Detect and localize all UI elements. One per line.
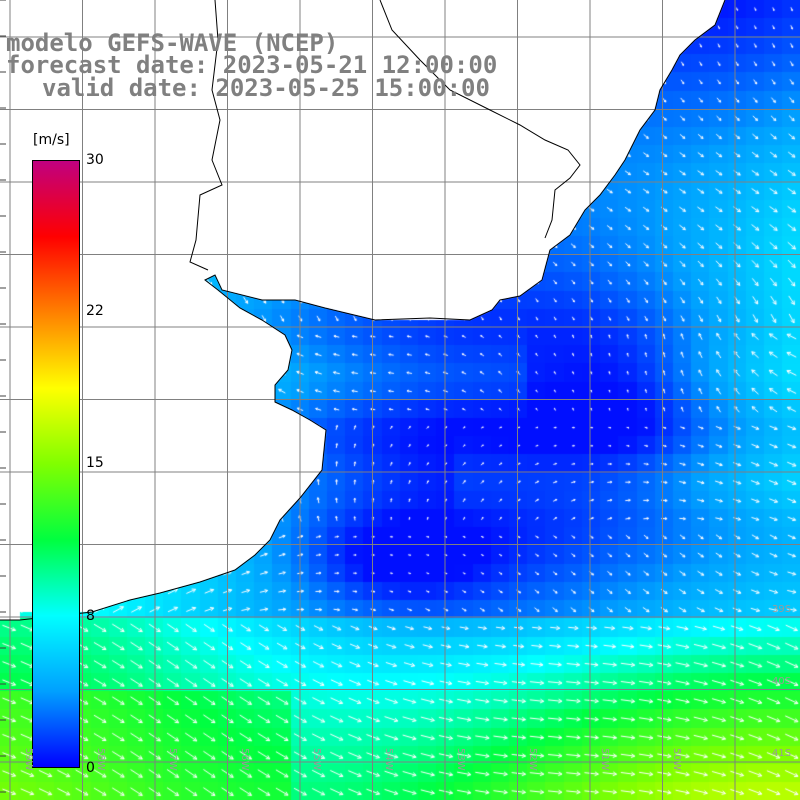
color-scale-bar bbox=[32, 160, 80, 768]
forecast-date: forecast date: 2023-05-21 12:00:00 bbox=[6, 51, 498, 79]
coastline-path bbox=[0, 0, 726, 621]
longitude-label: 50W bbox=[671, 748, 682, 771]
longitude-label: 57W bbox=[167, 748, 178, 771]
latitude-label: 39S bbox=[772, 604, 792, 615]
coastline bbox=[0, 0, 726, 621]
latitude-label: 41S bbox=[772, 748, 792, 759]
longitude-label: 55W bbox=[311, 748, 322, 771]
legend-tick-label: 15 bbox=[86, 455, 104, 471]
latitude-label: 40S bbox=[772, 676, 792, 687]
longitude-label: 53W bbox=[455, 748, 466, 771]
model-title: modelo GEFS-WAVE (NCEP) bbox=[6, 29, 339, 57]
legend-tick-label: 22 bbox=[86, 303, 104, 319]
border-line bbox=[379, 0, 581, 239]
legend-unit: [m/s] bbox=[33, 132, 70, 148]
longitude-label: 52W bbox=[527, 748, 538, 771]
legend-tick-label: 8 bbox=[86, 608, 95, 624]
legend-tick-label: 30 bbox=[86, 152, 104, 168]
valid-date: valid date: 2023-05-25 15:00:00 bbox=[42, 74, 490, 102]
border-line bbox=[189, 0, 223, 271]
longitude-label: 59W bbox=[23, 748, 34, 771]
longitude-label: 56W bbox=[239, 748, 250, 771]
longitude-label: 58W bbox=[95, 748, 106, 771]
legend-tick-label: 0 bbox=[86, 760, 95, 776]
longitude-label: 54W bbox=[383, 748, 394, 771]
longitude-label: 51W bbox=[599, 748, 610, 771]
